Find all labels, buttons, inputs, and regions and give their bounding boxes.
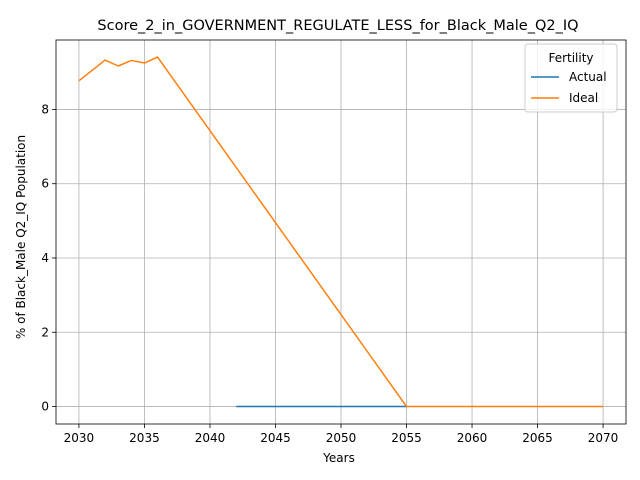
series-layer — [78, 56, 604, 408]
y-tick-label: 4 — [41, 251, 49, 265]
y-tick-label: 2 — [41, 325, 49, 339]
y-tick-label: 8 — [41, 102, 49, 116]
legend-title: Fertility — [548, 51, 593, 65]
legend-box — [524, 43, 618, 113]
x-axis-label: Years — [322, 451, 355, 465]
chart-title: Score_2_in_GOVERNMENT_REGULATE_LESS_for_… — [97, 18, 578, 34]
x-tick-label: 2030 — [64, 431, 95, 445]
x-tick-label: 2060 — [457, 431, 488, 445]
x-tick-label: 2035 — [129, 431, 160, 445]
x-tick-label: 2055 — [391, 431, 422, 445]
y-tick-label: 6 — [41, 177, 49, 191]
x-tick-label: 2050 — [326, 431, 357, 445]
x-tick-label: 2070 — [588, 431, 619, 445]
legend: Fertility Actual Ideal — [524, 43, 618, 113]
x-tick-label: 2065 — [522, 431, 553, 445]
tick-layer: 2030 2035 2040 2045 2050 2055 2060 2065 2070 0 2 4 6… — [41, 102, 618, 445]
series-line-ideal — [78, 56, 604, 408]
x-tick-label: 2040 — [195, 431, 226, 445]
legend-label-ideal: Ideal — [569, 91, 598, 105]
x-tick-label: 2045 — [260, 431, 291, 445]
y-tick-label: 0 — [41, 400, 49, 414]
y-axis-label: % of Black_Male Q2_IQ Population — [14, 135, 28, 339]
legend-label-actual: Actual — [569, 70, 607, 84]
